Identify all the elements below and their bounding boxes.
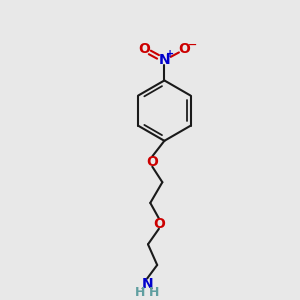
- Text: O: O: [146, 154, 158, 169]
- Text: O: O: [178, 42, 190, 56]
- Text: −: −: [188, 40, 197, 50]
- Text: O: O: [138, 42, 150, 56]
- Text: H: H: [135, 286, 145, 299]
- Text: N: N: [141, 277, 153, 291]
- Text: N: N: [159, 53, 170, 67]
- Text: O: O: [153, 217, 165, 231]
- Text: +: +: [166, 49, 174, 59]
- Text: H: H: [149, 286, 160, 299]
